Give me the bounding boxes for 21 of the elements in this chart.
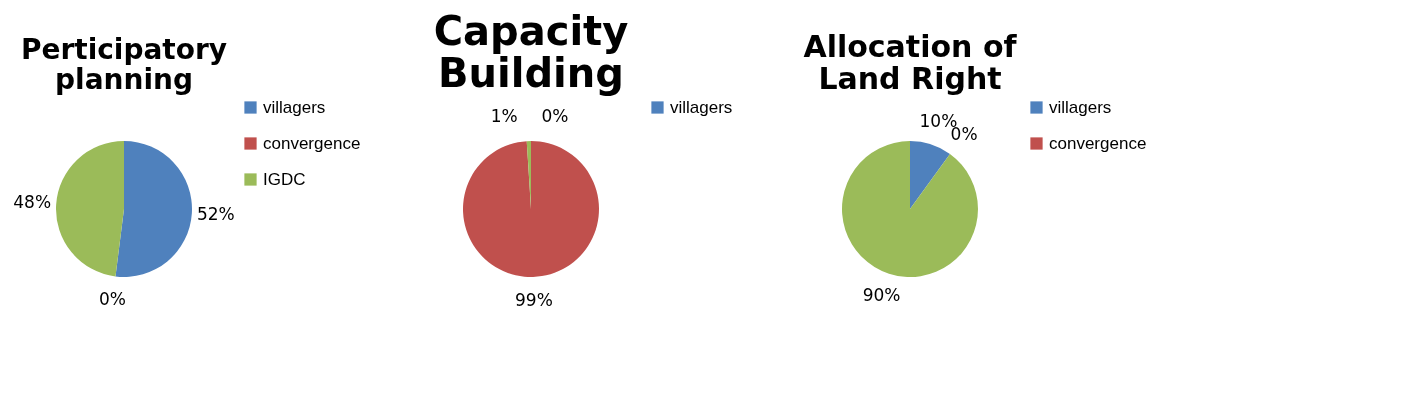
legend-label: convergence [1049,133,1147,153]
chart-title: Perticipatory planning [20,33,228,96]
data-label: 90% [862,285,901,306]
text: 0% [541,106,569,126]
legend-label: villagers [1049,97,1112,117]
legend-label: villagers [670,97,733,117]
legend-label: convergence [263,133,361,153]
data-label: 1% [490,106,518,127]
pie-slice [115,141,192,277]
pie-slice [910,141,950,209]
data-label: 99% [514,289,553,310]
chart-title: Capacity Building [433,8,629,96]
pie-slice [56,141,124,277]
text: 0% [98,289,126,310]
pie-slice [842,141,978,277]
legend-label: IGDC [263,169,306,189]
data-label: 48% [13,192,52,213]
data-label: 52% [196,203,235,224]
legend-label: villagers [263,97,326,117]
chart-title: Allocation of Land Right [803,29,1018,96]
pie-slice [463,141,599,277]
